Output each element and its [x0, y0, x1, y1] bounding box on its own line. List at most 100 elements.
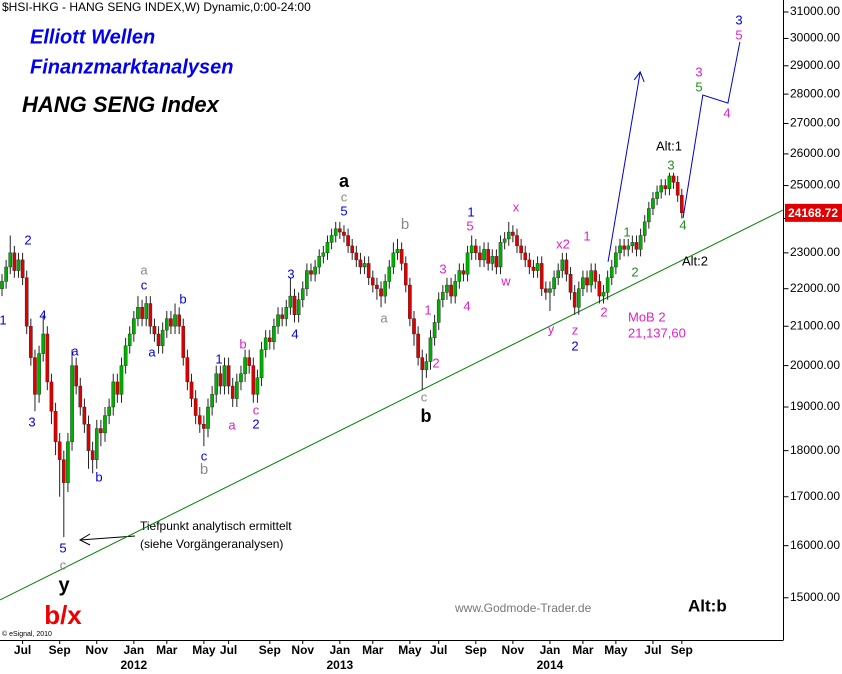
- candle-body: [432, 322, 437, 339]
- candle-body: [222, 365, 227, 387]
- candle-body: [226, 365, 231, 387]
- y-tick-label: 16000.00: [790, 538, 840, 552]
- candle-body: [160, 329, 165, 346]
- wave-label: b/x: [44, 600, 82, 630]
- candle-body: [247, 357, 252, 366]
- candle-body: [630, 242, 635, 247]
- y-tick-label: 30000.00: [790, 31, 840, 45]
- candle-body: [218, 373, 223, 387]
- candle-body: [305, 270, 309, 289]
- candle-body: [214, 373, 219, 395]
- candle-body: [642, 221, 647, 236]
- candle-body: [255, 377, 260, 395]
- wave-label: x: [513, 199, 520, 214]
- candle-body: [33, 357, 37, 395]
- candle-body: [280, 314, 284, 319]
- candle-body: [169, 318, 173, 327]
- wave-label: a: [71, 343, 79, 358]
- candle-body: [655, 191, 659, 199]
- candle-body: [626, 245, 631, 250]
- candle-body: [197, 415, 202, 425]
- note: Tiefpunkt analytisch ermittelt: [140, 519, 292, 533]
- wave-label: z: [572, 322, 579, 337]
- candle-body: [498, 242, 503, 268]
- candle-body: [8, 252, 13, 268]
- candle-body: [535, 263, 540, 271]
- y-tick-label: 18000.00: [790, 443, 840, 457]
- candle-body: [210, 394, 214, 408]
- candle-body: [486, 249, 490, 264]
- candle-body: [53, 411, 58, 442]
- x-tick-label: Jul: [220, 643, 237, 657]
- candle-body: [243, 357, 247, 374]
- x-tick-label: Jan: [329, 643, 350, 657]
- note-arrow: [78, 533, 136, 546]
- candle-body: [119, 365, 124, 395]
- wave-label: 2: [432, 355, 439, 370]
- candle-body: [156, 333, 161, 346]
- wave-label: y: [58, 574, 70, 596]
- candle-body: [74, 365, 78, 387]
- candle-body: [622, 245, 626, 250]
- candle-body: [609, 266, 614, 278]
- candle-body: [651, 198, 655, 209]
- candle-body: [408, 284, 412, 319]
- wave-label: y: [548, 321, 555, 336]
- y-tick-label: 27000.00: [790, 116, 840, 130]
- candle-body: [457, 270, 462, 282]
- candle-body: [62, 459, 66, 483]
- mob-label: MoB 2: [628, 309, 666, 324]
- wave-label: 4: [291, 326, 298, 341]
- candle-body: [371, 277, 375, 286]
- x-tick-label: Jul: [644, 643, 661, 657]
- x-tick-label: Jan: [540, 643, 561, 657]
- candle-body: [445, 284, 449, 293]
- y-tick-label: 22000.00: [790, 281, 840, 295]
- wave-label: c: [60, 557, 67, 572]
- candle-body: [490, 256, 495, 264]
- x-tick-label: Nov: [291, 643, 314, 657]
- candle-body: [202, 423, 206, 429]
- wave-label: 3: [439, 261, 446, 276]
- x-tick-label: Jul: [430, 643, 447, 657]
- candle-body: [300, 288, 305, 300]
- candle-body: [589, 270, 593, 286]
- candle-body: [37, 353, 41, 395]
- y-tick-label: 15000.00: [790, 590, 840, 604]
- x-tick-label: Jul: [14, 643, 31, 657]
- chart-title: HANG SENG Index: [22, 92, 220, 117]
- candle-body: [333, 228, 338, 236]
- last-price-label: 24168.72: [788, 206, 838, 220]
- candle-body: [16, 259, 21, 271]
- wave-label: a: [380, 310, 388, 325]
- wave-label: 4: [39, 307, 46, 322]
- candle-body: [193, 398, 198, 416]
- wave-label: b: [179, 291, 186, 306]
- candle-body: [577, 288, 581, 308]
- candle-body: [111, 381, 116, 408]
- candle-body: [230, 385, 235, 399]
- candle-body: [41, 333, 45, 354]
- candle-body: [346, 235, 350, 247]
- wave-label: 3: [735, 12, 742, 27]
- x-year-label: 2012: [120, 658, 147, 672]
- candle-body: [618, 245, 622, 254]
- candle-body: [272, 326, 276, 342]
- candle-body: [152, 326, 157, 335]
- candle-body: [424, 361, 429, 370]
- candle-body: [511, 231, 515, 236]
- candle-body: [519, 245, 523, 254]
- note: (siehe Vorgängeranalysen): [140, 537, 283, 551]
- candle-body: [20, 259, 25, 278]
- candle-body: [527, 259, 532, 268]
- candle-body: [494, 256, 499, 268]
- candle-body: [309, 270, 313, 275]
- candle-body: [99, 428, 103, 434]
- projection-line: [607, 71, 641, 262]
- candle-body: [284, 307, 289, 319]
- candle-body: [482, 249, 486, 261]
- y-tick-label: 21000.00: [790, 318, 840, 332]
- candle-body: [469, 245, 474, 254]
- candle-body: [506, 231, 511, 240]
